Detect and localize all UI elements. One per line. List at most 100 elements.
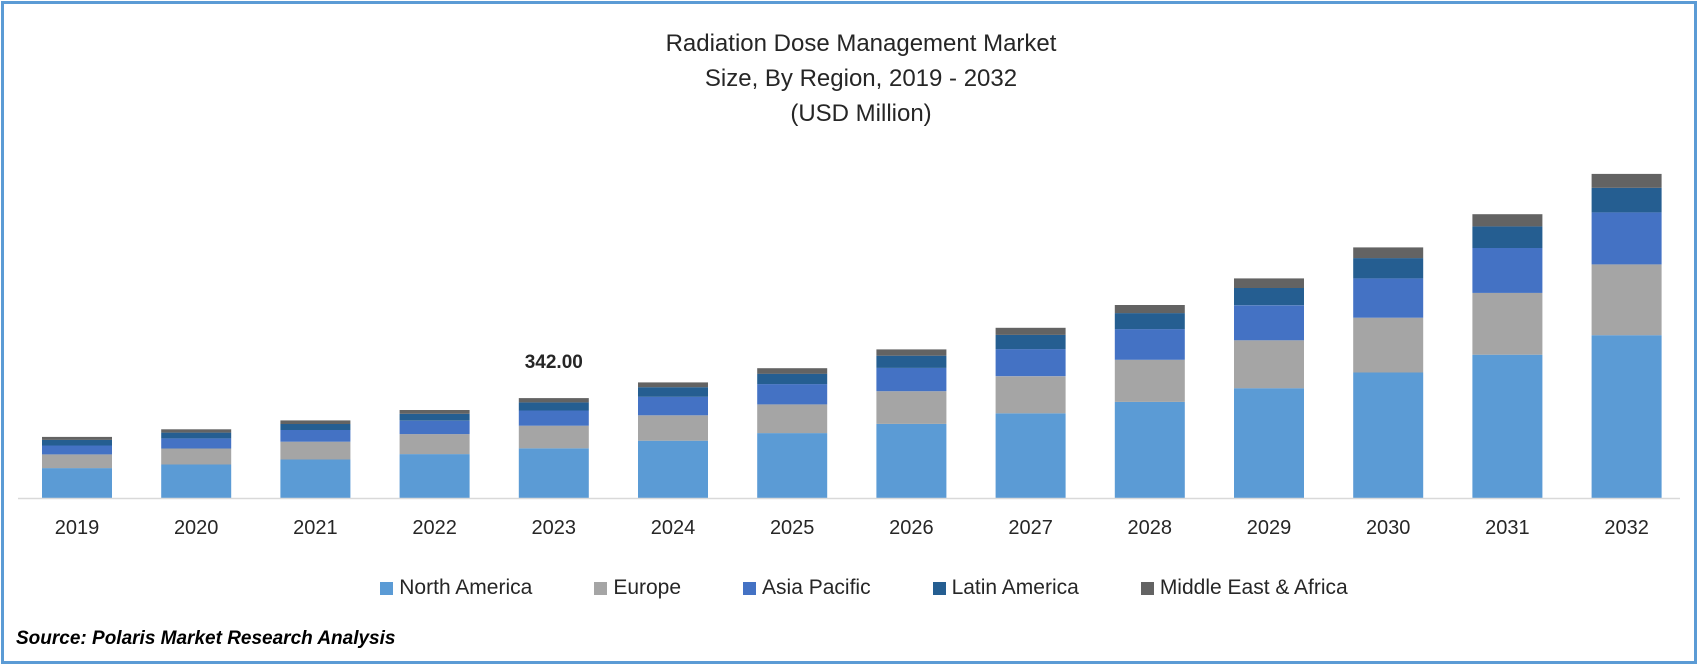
- bar-2028-latin-america: [1114, 313, 1185, 330]
- bar-2028-asia-pacific: [1114, 329, 1185, 360]
- legend-item-asia-pacific: Asia Pacific: [743, 576, 871, 600]
- bar-2021-north-america: [280, 459, 351, 498]
- bar-2032-asia-pacific: [1591, 212, 1662, 265]
- x-tick-label: 2031: [1485, 517, 1530, 539]
- x-tick-label: 2019: [55, 517, 100, 539]
- bar-2032-north-america: [1591, 335, 1662, 498]
- x-tick-label: 2022: [412, 517, 457, 539]
- bar-2030-north-america: [1353, 372, 1424, 498]
- bar-2021-europe: [280, 441, 351, 460]
- bar-2019-europe: [42, 454, 112, 469]
- bar-2023-latin-america: [518, 402, 589, 411]
- bar-2032-europe: [1591, 264, 1662, 336]
- bar-2024-europe: [638, 415, 708, 441]
- x-tick-label: 2023: [532, 517, 577, 539]
- bar-2026-middle-east-africa: [876, 349, 947, 356]
- bar-2025-europe: [757, 404, 828, 434]
- x-tick-label: 2029: [1247, 517, 1292, 539]
- chart-title-line-1: Radiation Dose Management Market: [665, 30, 1057, 57]
- bar-2024-asia-pacific: [638, 396, 708, 416]
- legend-label: Middle East & Africa: [1159, 576, 1348, 599]
- bar-2029-europe: [1234, 340, 1304, 389]
- x-tick-label: 2028: [1128, 517, 1173, 539]
- bar-2031-north-america: [1472, 354, 1543, 498]
- bar-2022-latin-america: [399, 413, 470, 421]
- bar-2030-europe: [1353, 317, 1424, 373]
- bar-2024-north-america: [638, 440, 708, 498]
- data-label-2023: 342.00: [525, 352, 583, 373]
- legend-swatch: [743, 581, 757, 595]
- bar-2029-asia-pacific: [1234, 305, 1304, 341]
- bar-2030-middle-east-africa: [1353, 247, 1424, 259]
- x-tick-label: 2021: [293, 517, 338, 539]
- x-tick-label: 2025: [770, 517, 815, 539]
- legend-swatch: [1140, 581, 1154, 595]
- x-tick-label: 2026: [889, 517, 934, 539]
- legend-swatch: [380, 581, 394, 595]
- legend-item-latin-america: Latin America: [932, 576, 1079, 600]
- bar-2020-europe: [161, 448, 232, 465]
- bar-2022-north-america: [399, 454, 470, 498]
- bar-2020-asia-pacific: [161, 438, 232, 449]
- bar-2022-middle-east-africa: [399, 410, 470, 414]
- x-tick-label: 2030: [1366, 517, 1411, 539]
- legend-swatch: [594, 581, 608, 595]
- bar-2021-middle-east-africa: [280, 420, 351, 424]
- x-tick-label: 2024: [651, 517, 696, 539]
- bar-2020-middle-east-africa: [161, 429, 232, 433]
- bar-2027-europe: [995, 376, 1066, 414]
- bar-2029-latin-america: [1234, 288, 1304, 306]
- bar-2019-asia-pacific: [42, 445, 112, 455]
- bar-2025-asia-pacific: [757, 384, 828, 405]
- bar-2023-north-america: [518, 448, 589, 498]
- bar-2019-middle-east-africa: [42, 436, 112, 440]
- bar-2023-europe: [518, 425, 589, 449]
- bar-2030-asia-pacific: [1353, 278, 1424, 318]
- x-tick-label: 2032: [1604, 517, 1649, 539]
- bar-2026-north-america: [876, 423, 947, 498]
- bar-2023-middle-east-africa: [518, 398, 589, 403]
- bar-2019-north-america: [42, 468, 112, 498]
- bar-2031-latin-america: [1472, 226, 1543, 248]
- bar-2025-latin-america: [757, 373, 828, 385]
- chart-title-line-3: (USD Million): [790, 100, 932, 127]
- bar-2025-middle-east-africa: [757, 368, 828, 374]
- bar-2026-latin-america: [876, 355, 947, 368]
- bar-2024-latin-america: [638, 387, 708, 397]
- bar-2027-middle-east-africa: [995, 327, 1066, 335]
- bar-2021-asia-pacific: [280, 430, 351, 442]
- bar-2027-latin-america: [995, 334, 1066, 350]
- bar-2028-north-america: [1114, 401, 1185, 498]
- bar-2026-europe: [876, 391, 947, 424]
- bar-2023-asia-pacific: [518, 410, 589, 426]
- x-tick-label: 2020: [174, 517, 219, 539]
- legend-label: Latin America: [951, 576, 1079, 599]
- bar-2024-middle-east-africa: [638, 382, 708, 388]
- legend-item-middle-east-africa: Middle East & Africa: [1140, 576, 1348, 600]
- bar-2019-latin-america: [42, 439, 112, 446]
- bar-2030-latin-america: [1353, 258, 1424, 279]
- x-tick-label: 2027: [1008, 517, 1053, 539]
- bar-2032-middle-east-africa: [1591, 173, 1662, 188]
- bar-2028-europe: [1114, 359, 1185, 402]
- bar-2026-asia-pacific: [876, 367, 947, 392]
- legend-item-europe: Europe: [594, 576, 681, 600]
- source-note: Source: Polaris Market Research Analysis: [16, 628, 396, 649]
- bar-2031-middle-east-africa: [1472, 214, 1543, 227]
- legend-item-north-america: North America: [380, 576, 532, 600]
- bar-2027-north-america: [995, 413, 1066, 498]
- bar-2031-asia-pacific: [1472, 248, 1543, 293]
- chart-legend: North America Europe Asia Pacific Latin Ame…: [0, 573, 1698, 603]
- bar-2029-middle-east-africa: [1234, 278, 1304, 288]
- legend-label: Europe: [613, 576, 682, 599]
- bar-2029-north-america: [1234, 388, 1304, 498]
- bar-2028-middle-east-africa: [1114, 305, 1185, 314]
- chart-title-line-2: Size, By Region, 2019 - 2032: [704, 65, 1018, 92]
- bar-2022-asia-pacific: [399, 420, 470, 435]
- chart-title: Radiation Dose Management Market Size, B…: [0, 26, 1698, 131]
- bar-2022-europe: [399, 434, 470, 455]
- bar-2020-latin-america: [161, 432, 232, 439]
- legend-label: North America: [399, 576, 533, 599]
- legend-swatch: [932, 581, 946, 595]
